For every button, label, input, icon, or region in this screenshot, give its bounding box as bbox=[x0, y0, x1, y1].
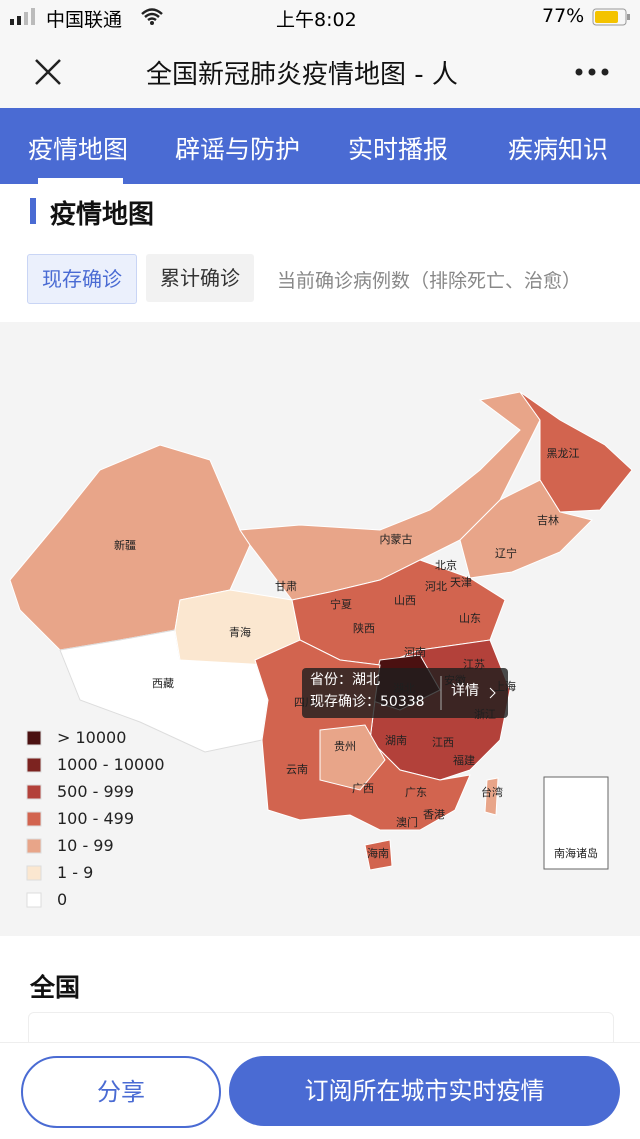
chevron bbox=[489, 687, 496, 699]
national-title: 全国 bbox=[30, 973, 81, 1002]
province-label: 河南 bbox=[404, 646, 426, 659]
wifi-icon bbox=[141, 8, 163, 25]
tooltip[interactable] bbox=[302, 668, 508, 718]
legend-swatch bbox=[26, 730, 42, 746]
province-label: 贵州 bbox=[334, 740, 356, 753]
province-label: 江西 bbox=[432, 736, 454, 749]
province-label: 江苏 bbox=[463, 658, 485, 671]
clock: 上午8:02 bbox=[276, 9, 357, 31]
province-label: 新疆 bbox=[114, 538, 136, 552]
tab[interactable]: 疾病知识 bbox=[508, 135, 609, 164]
province-label: 山东 bbox=[459, 612, 481, 625]
province-label: 甘肃 bbox=[275, 580, 297, 593]
tab[interactable]: 实时播报 bbox=[348, 135, 449, 164]
section-marker bbox=[30, 198, 36, 224]
tab[interactable]: 辟谣与防护 bbox=[175, 135, 301, 164]
region bbox=[484, 777, 499, 816]
province-label: 山西 bbox=[394, 594, 416, 607]
legend-label: 10 - 99 bbox=[57, 836, 114, 855]
province-label: 广东 bbox=[405, 786, 427, 799]
province-label: 黑龙江 bbox=[547, 447, 580, 460]
legend-swatch bbox=[26, 892, 42, 908]
carrier: 中国联通 bbox=[46, 9, 123, 31]
tooltip-province: 省份：湖北 bbox=[310, 672, 380, 688]
tab-indicator bbox=[38, 178, 123, 184]
province-label: 辽宁 bbox=[495, 546, 517, 560]
province-label: 云南 bbox=[286, 763, 308, 776]
legend-swatch bbox=[26, 757, 42, 773]
province-label: 湖南 bbox=[385, 734, 407, 747]
subscribe-button[interactable]: 订阅所在城市实时疫情 bbox=[229, 1056, 620, 1126]
province-label: 天津 bbox=[450, 576, 472, 589]
legend-swatch bbox=[26, 865, 42, 881]
legend-label: 1 - 9 bbox=[57, 863, 93, 882]
tab[interactable]: 疫情地图 bbox=[28, 135, 129, 164]
legend-label: > 10000 bbox=[57, 728, 126, 747]
nav-bar: 全国新冠肺炎疫情地图 - 人 bbox=[0, 34, 640, 108]
legend-swatch bbox=[26, 784, 42, 800]
signal-icon bbox=[10, 8, 35, 25]
section-card: 疫情地图 现存确诊 累计确诊 当前确诊病例数（排除死亡、治愈） bbox=[0, 184, 640, 322]
legend-label: 1000 - 10000 bbox=[57, 755, 165, 774]
province-label: 西藏 bbox=[152, 677, 174, 690]
bottom-bar: 分享 订阅所在城市实时疫情 bbox=[0, 1042, 640, 1139]
status-bar: 中国联通 上午8:02 77% bbox=[0, 0, 640, 34]
tab-bar: 疫情地图 辟谣与防护 实时播报 疾病知识 bbox=[0, 108, 640, 184]
province-label: 宁夏 bbox=[330, 597, 352, 611]
province-label: 澳门 bbox=[396, 815, 418, 829]
province-label: 青海 bbox=[229, 625, 251, 639]
region bbox=[519, 391, 633, 513]
province-label: 福建 bbox=[453, 753, 475, 767]
province-label: 内蒙古 bbox=[380, 532, 413, 546]
region bbox=[319, 724, 386, 791]
tooltip-count: 现存确诊：50338 bbox=[310, 694, 425, 710]
nav-title: 全国新冠肺炎疫情地图 - 人 bbox=[146, 60, 458, 90]
region bbox=[364, 839, 393, 871]
legend-label: 500 - 999 bbox=[57, 782, 134, 801]
close-button[interactable] bbox=[34, 58, 62, 86]
province-label: 北京 bbox=[435, 558, 457, 572]
province-label: 河北 bbox=[425, 580, 447, 593]
share-button[interactable]: 分享 bbox=[21, 1056, 221, 1128]
province-label: 吉林 bbox=[537, 513, 559, 527]
inset-box bbox=[543, 776, 609, 870]
tooltip-link[interactable]: 详情 bbox=[451, 683, 479, 699]
province-label: 台湾 bbox=[481, 785, 503, 799]
inset-label: 南海诸岛 bbox=[554, 846, 598, 860]
china-map: 南海诸岛 黑龙江吉林辽宁内蒙古北京天津河北新疆甘肃宁夏山西山东陕西青海河南江苏安… bbox=[9, 391, 633, 909]
toggle-button[interactable]: 现存确诊 bbox=[27, 254, 137, 304]
province-label: 陕西 bbox=[353, 621, 375, 635]
region bbox=[459, 479, 593, 579]
battery-percent: 77% bbox=[542, 5, 585, 27]
more-button[interactable] bbox=[574, 67, 610, 77]
legend-label: 0 bbox=[57, 890, 67, 909]
legend-label: 100 - 499 bbox=[57, 809, 134, 828]
battery-icon bbox=[592, 8, 630, 26]
toggle-button[interactable]: 累计确诊 bbox=[146, 254, 254, 302]
section-title: 疫情地图 bbox=[50, 200, 155, 230]
province-label: 香港 bbox=[423, 808, 445, 821]
province-label: 广西 bbox=[352, 782, 374, 795]
province-label: 海南 bbox=[367, 846, 389, 860]
section-note: 当前确诊病例数（排除死亡、治愈） bbox=[277, 270, 582, 292]
legend-swatch bbox=[26, 811, 42, 827]
legend-swatch bbox=[26, 838, 42, 854]
